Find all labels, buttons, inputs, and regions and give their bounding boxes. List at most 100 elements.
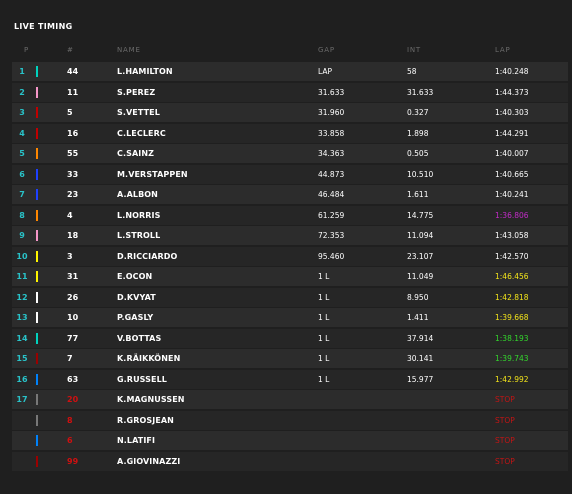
team-color-bar bbox=[36, 230, 38, 241]
position-cell: 13 bbox=[16, 313, 28, 322]
driver-name-cell: R.GROSJEAN bbox=[117, 415, 174, 425]
team-color-bar bbox=[36, 373, 38, 385]
driver-name-cell: L.NORRIS bbox=[117, 210, 161, 220]
lap-time-cell: 1:40.303 bbox=[495, 108, 529, 117]
gap-cell: 1 L bbox=[318, 333, 330, 343]
lap-time-cell: STOP bbox=[495, 456, 515, 466]
driver-name-cell: C.LECLERC bbox=[117, 128, 166, 138]
table-row[interactable]: 8 R.GROSJEAN STOP bbox=[12, 410, 568, 430]
table-row[interactable]: 1 44 L.HAMILTON LAP 58 1:40.248 bbox=[12, 62, 568, 81]
position-cell: 15 bbox=[16, 354, 28, 363]
table-row[interactable]: 6 N.LATIFI STOP bbox=[12, 431, 568, 450]
gap-cell: 72.353 bbox=[318, 231, 345, 240]
table-row[interactable]: 16 63 G.RUSSELL 1 L 15.977 1:42.992 bbox=[12, 369, 568, 389]
header-gap: GAP bbox=[318, 46, 335, 54]
gap-cell: 34.363 bbox=[318, 149, 345, 158]
lap-time-cell: STOP bbox=[495, 395, 515, 404]
lap-time-cell: 1:39.743 bbox=[495, 354, 529, 363]
team-color-bar bbox=[36, 168, 38, 180]
team-color-bar bbox=[36, 414, 38, 426]
table-row[interactable]: 9 18 L.STROLL 72.353 11.094 1:43.058 bbox=[12, 226, 568, 245]
table-row[interactable]: 5 55 C.SAINZ 34.363 0.505 1:40.007 bbox=[12, 144, 568, 163]
interval-cell: 8.950 bbox=[407, 292, 429, 302]
header-position: P bbox=[24, 46, 30, 54]
driver-name-cell: L.STROLL bbox=[117, 231, 161, 240]
table-row[interactable]: 99 A.GIOVINAZZI STOP bbox=[12, 451, 568, 471]
table-row[interactable]: 17 20 K.MAGNUSSEN STOP bbox=[12, 390, 568, 409]
car-number-cell: 44 bbox=[67, 67, 79, 76]
gap-cell: 31.633 bbox=[318, 87, 345, 97]
table-row[interactable]: 4 16 C.LECLERC 33.858 1.898 1:44.291 bbox=[12, 123, 568, 143]
position-cell: 2 bbox=[19, 87, 25, 97]
lap-time-cell: STOP bbox=[495, 415, 515, 425]
gap-cell: 95.460 bbox=[318, 251, 345, 261]
table-row[interactable]: 7 23 A.ALBON 46.484 1.611 1:40.241 bbox=[12, 185, 568, 204]
gap-cell: 33.858 bbox=[318, 128, 345, 138]
position-cell: 6 bbox=[19, 169, 25, 179]
car-number-cell: 26 bbox=[67, 292, 79, 302]
table-row[interactable]: 13 10 P.GASLY 1 L 1.411 1:39.668 bbox=[12, 308, 568, 327]
table-row[interactable]: 10 3 D.RICCIARDO 95.460 23.107 1:42.570 bbox=[12, 246, 568, 266]
team-color-bar bbox=[36, 86, 38, 98]
team-color-bar bbox=[36, 455, 38, 467]
table-row[interactable]: 3 5 S.VETTEL 31.960 0.327 1:40.303 bbox=[12, 103, 568, 122]
interval-cell: 15.977 bbox=[407, 374, 434, 384]
interval-cell: 58 bbox=[407, 67, 417, 76]
interval-cell: 1.898 bbox=[407, 128, 429, 138]
interval-cell: 0.327 bbox=[407, 108, 429, 117]
team-color-bar bbox=[36, 189, 38, 200]
car-number-cell: 33 bbox=[67, 169, 79, 179]
position-cell: 7 bbox=[19, 190, 25, 199]
team-color-bar bbox=[36, 312, 38, 323]
team-color-bar bbox=[36, 291, 38, 303]
interval-cell: 1.411 bbox=[407, 313, 429, 322]
driver-name-cell: A.GIOVINAZZI bbox=[117, 456, 181, 466]
interval-cell: 11.094 bbox=[407, 231, 434, 240]
header-name: NAME bbox=[117, 46, 141, 54]
position-cell: 17 bbox=[16, 395, 28, 404]
table-row[interactable]: 6 33 M.VERSTAPPEN 44.873 10.510 1:40.665 bbox=[12, 164, 568, 184]
table-row[interactable]: 12 26 D.KVYAT 1 L 8.950 1:42.818 bbox=[12, 287, 568, 307]
position-cell: 11 bbox=[16, 272, 28, 281]
car-number-cell: 3 bbox=[67, 251, 73, 261]
lap-time-cell: 1:40.248 bbox=[495, 67, 529, 76]
interval-cell: 30.141 bbox=[407, 354, 434, 363]
interval-cell: 10.510 bbox=[407, 169, 434, 179]
lap-time-cell: 1:36.806 bbox=[495, 210, 529, 220]
car-number-cell: 16 bbox=[67, 128, 79, 138]
lap-time-cell: 1:40.665 bbox=[495, 169, 529, 179]
lap-time-cell: 1:42.570 bbox=[495, 251, 529, 261]
lap-time-cell: 1:44.373 bbox=[495, 87, 529, 97]
position-cell: 9 bbox=[19, 231, 25, 240]
gap-cell: 1 L bbox=[318, 374, 330, 384]
position-cell: 16 bbox=[16, 374, 28, 384]
gap-cell: 1 L bbox=[318, 354, 330, 363]
gap-cell: 1 L bbox=[318, 313, 330, 322]
car-number-cell: 11 bbox=[67, 87, 79, 97]
driver-name-cell: A.ALBON bbox=[117, 190, 158, 199]
table-row[interactable]: 8 4 L.NORRIS 61.259 14.775 1:36.806 bbox=[12, 205, 568, 225]
car-number-cell: 6 bbox=[67, 436, 73, 445]
car-number-cell: 8 bbox=[67, 415, 73, 425]
table-row[interactable]: 14 77 V.BOTTAS 1 L 37.914 1:38.193 bbox=[12, 328, 568, 348]
team-color-bar bbox=[36, 107, 38, 118]
lap-time-cell: 1:42.992 bbox=[495, 374, 529, 384]
header-lap: LAP bbox=[495, 46, 511, 54]
driver-name-cell: C.SAINZ bbox=[117, 149, 155, 158]
gap-cell: 1 L bbox=[318, 272, 330, 281]
table-row[interactable]: 2 11 S.PEREZ 31.633 31.633 1:44.373 bbox=[12, 82, 568, 102]
driver-name-cell: V.BOTTAS bbox=[117, 333, 162, 343]
team-color-bar bbox=[36, 332, 38, 344]
table-row[interactable]: 11 31 E.OCON 1 L 11.049 1:46.456 bbox=[12, 267, 568, 286]
car-number-cell: 55 bbox=[67, 149, 79, 158]
position-cell: 10 bbox=[16, 251, 28, 261]
lap-time-cell: 1:46.456 bbox=[495, 272, 529, 281]
driver-name-cell: G.RUSSELL bbox=[117, 374, 167, 384]
interval-cell: 31.633 bbox=[407, 87, 434, 97]
interval-cell: 1.611 bbox=[407, 190, 429, 199]
table-row[interactable]: 15 7 K.RÄIKKÖNEN 1 L 30.141 1:39.743 bbox=[12, 349, 568, 368]
position-cell: 8 bbox=[19, 210, 25, 220]
interval-cell: 11.049 bbox=[407, 272, 434, 281]
team-color-bar bbox=[36, 209, 38, 221]
car-number-cell: 63 bbox=[67, 374, 79, 384]
